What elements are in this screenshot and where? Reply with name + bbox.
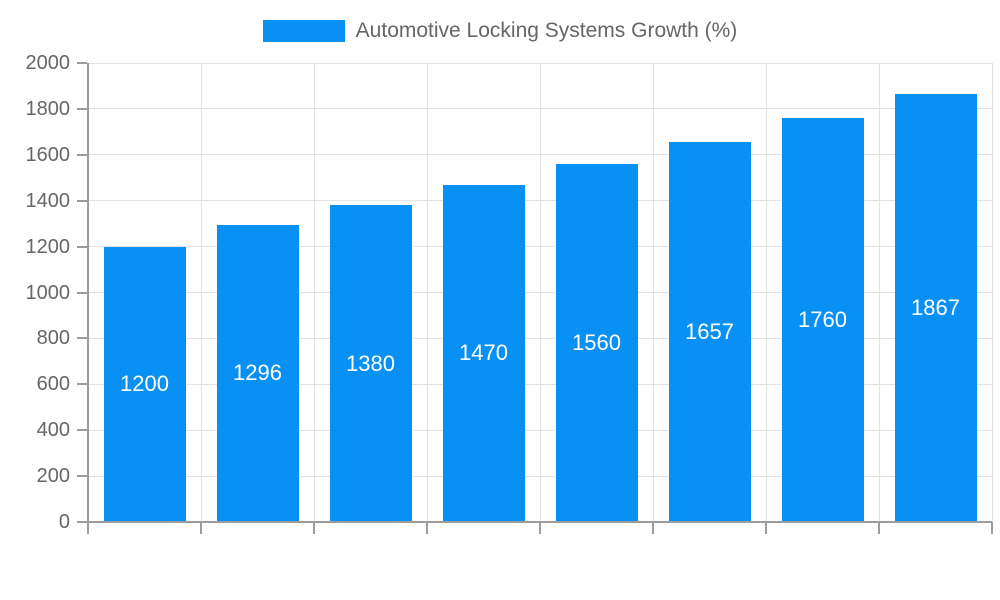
bar-value-label: 1867 [911, 294, 960, 320]
bar-value-label: 1296 [233, 360, 282, 386]
y-tick-label: 800 [36, 327, 70, 350]
bar [103, 246, 186, 521]
y-tick [77, 337, 87, 340]
bar [668, 141, 751, 521]
x-gridline [878, 63, 880, 522]
y-tick [77, 199, 87, 202]
x-tick [87, 522, 89, 534]
y-tick-label: 1000 [25, 281, 71, 304]
bar-value-label: 1470 [459, 340, 508, 366]
x-tick [991, 522, 993, 534]
bar [216, 224, 299, 521]
x-tick [652, 522, 654, 534]
y-tick-label: 1800 [25, 97, 71, 120]
legend-swatch [262, 20, 345, 42]
x-gridline [991, 63, 993, 522]
y-tick [77, 291, 87, 294]
bar [894, 93, 977, 521]
y-tick-label: 1200 [25, 235, 71, 258]
y-axis-line [86, 63, 89, 534]
y-tick-label: 0 [58, 511, 70, 533]
x-tick [765, 522, 767, 534]
bar-value-label: 1657 [685, 318, 734, 344]
y-tick-label: 1600 [25, 143, 71, 166]
bar [442, 184, 525, 521]
y-tick [77, 62, 87, 64]
bar [555, 163, 638, 521]
bar-value-label: 1560 [572, 329, 621, 355]
x-tick [426, 522, 428, 534]
x-tick [200, 522, 202, 534]
y-tick [77, 153, 87, 156]
y-tick [77, 107, 87, 110]
x-gridline [426, 63, 428, 522]
x-tick [313, 522, 315, 534]
x-gridline [200, 63, 202, 522]
y-tick-label: 200 [36, 465, 70, 488]
y-tick-label: 2000 [25, 52, 71, 74]
x-gridline [539, 63, 541, 522]
bar-value-label: 1760 [798, 307, 847, 333]
bar [329, 205, 412, 521]
y-tick [77, 429, 87, 432]
x-gridline [652, 63, 654, 522]
y-tick [77, 245, 87, 248]
bar-value-label: 1200 [120, 371, 169, 397]
y-tick [77, 475, 87, 478]
x-gridline [765, 63, 767, 522]
y-tick-label: 1400 [25, 189, 71, 212]
bar-value-label: 1380 [346, 350, 395, 376]
bar [781, 118, 864, 521]
y-tick [77, 383, 87, 386]
y-tick-label: 400 [36, 419, 70, 442]
x-tick [878, 522, 880, 534]
y-tick [77, 521, 87, 523]
y-tick-label: 600 [36, 373, 70, 396]
x-gridline [313, 63, 315, 522]
chart-legend-item[interactable]: Automotive Locking Systems Growth (%) [0, 18, 1000, 44]
legend-label: Automotive Locking Systems Growth (%) [355, 19, 738, 42]
x-tick [539, 522, 541, 534]
